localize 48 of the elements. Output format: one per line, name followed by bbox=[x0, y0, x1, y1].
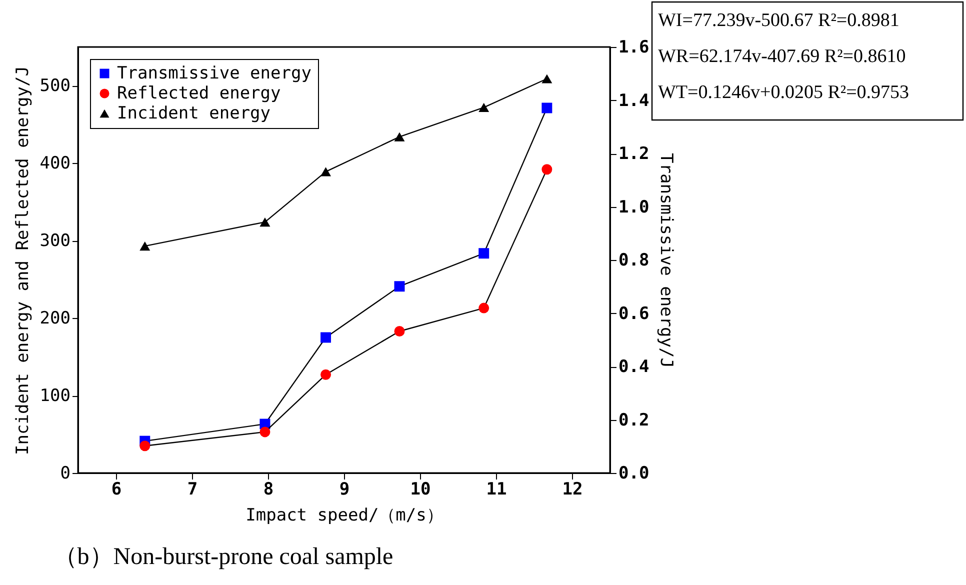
point bbox=[140, 440, 150, 452]
x-tick-label: 8 bbox=[263, 480, 274, 500]
y2-tick-label: 0.8 bbox=[618, 250, 650, 270]
x-axis-title: Impact speed/（m/s） bbox=[246, 506, 444, 526]
y-tick-label: 300 bbox=[40, 231, 70, 252]
y-tick-label: 0 bbox=[60, 464, 70, 484]
y2-axis-title: Transmissive energy/J bbox=[656, 153, 676, 368]
x-tick-label: 10 bbox=[410, 480, 431, 500]
point bbox=[320, 332, 332, 343]
point bbox=[320, 167, 332, 176]
text: （b）Non-burst-prone coal sample bbox=[53, 544, 394, 570]
point bbox=[478, 248, 490, 259]
y-axis-title: Incident energy and Reflected energy/J bbox=[12, 66, 33, 455]
y2-tick-label: 0.6 bbox=[618, 304, 650, 324]
x-tick-label: 12 bbox=[562, 480, 583, 500]
y2-tick-label: 0.4 bbox=[618, 357, 650, 377]
text: WT=0.1246v+0.0205 R²=0.9753 bbox=[658, 82, 910, 103]
point bbox=[394, 281, 405, 292]
y2-tick-label: 1.4 bbox=[618, 90, 650, 111]
legend-label: Reflected energy bbox=[117, 84, 281, 104]
point bbox=[260, 218, 270, 227]
x-tick-label: 6 bbox=[111, 480, 122, 500]
point bbox=[542, 102, 552, 114]
y2-tick-label: 0.0 bbox=[618, 464, 650, 484]
x-tick-label: 11 bbox=[486, 480, 507, 500]
point bbox=[542, 164, 552, 175]
point bbox=[394, 326, 405, 336]
point bbox=[478, 102, 490, 112]
y2-tick-label: 1.2 bbox=[618, 144, 650, 164]
y2-tick-label: 1.0 bbox=[618, 197, 650, 218]
point bbox=[260, 426, 270, 438]
y-tick-label: 500 bbox=[40, 76, 70, 96]
text: WR=62.174v-407.69 R²=0.8610 bbox=[658, 46, 906, 67]
point bbox=[394, 132, 405, 142]
legend-label: Transmissive energy bbox=[117, 64, 312, 84]
point bbox=[478, 302, 490, 314]
y-tick-label: 100 bbox=[40, 386, 70, 406]
y-tick-label: 400 bbox=[40, 154, 70, 174]
point bbox=[320, 369, 332, 380]
legend-label: Incident energy bbox=[117, 104, 271, 124]
x-tick-label: 7 bbox=[187, 480, 198, 500]
y2-tick-label: 0.2 bbox=[618, 410, 650, 430]
point bbox=[542, 74, 552, 84]
x-tick-label: 9 bbox=[339, 480, 350, 500]
text: WI=77.239v-500.67 R²=0.8981 bbox=[658, 10, 900, 31]
y2-tick-label: 1.6 bbox=[618, 38, 650, 58]
point bbox=[140, 242, 150, 251]
y-tick-label: 200 bbox=[40, 308, 70, 329]
